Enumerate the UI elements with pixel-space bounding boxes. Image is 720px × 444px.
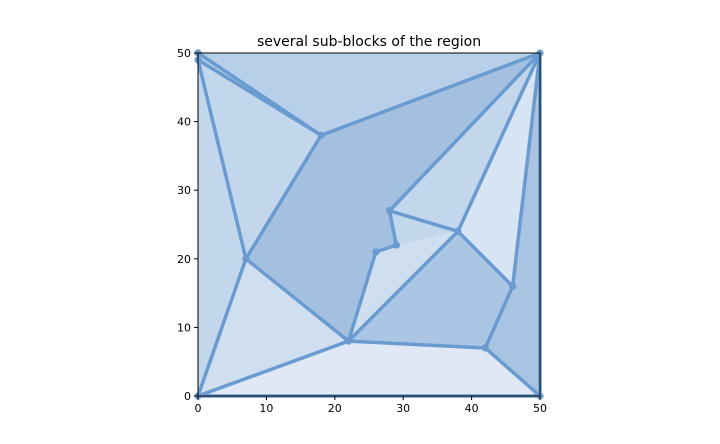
x-tick-label: 30 xyxy=(396,402,410,415)
block-edge xyxy=(196,257,248,398)
y-tick-label: 0 xyxy=(184,390,191,403)
block-vertex xyxy=(454,227,462,235)
y-tick-label: 50 xyxy=(177,47,191,60)
y-tick-label: 30 xyxy=(177,184,191,197)
block-vertex xyxy=(385,207,394,215)
block-edge xyxy=(196,58,323,138)
y-tick-label: 40 xyxy=(177,116,191,129)
x-tick-label: 0 xyxy=(195,402,202,415)
block-edge xyxy=(483,346,542,398)
x-tick-label: 40 xyxy=(465,402,479,415)
block-vertex xyxy=(344,337,353,345)
block-edge xyxy=(196,339,351,398)
block-vertex xyxy=(242,255,250,263)
block-vertex xyxy=(509,282,517,290)
block-edge xyxy=(387,209,399,247)
block-vertex xyxy=(317,131,325,139)
x-tick-label: 50 xyxy=(533,402,547,415)
block-edge xyxy=(196,58,248,261)
block-edge xyxy=(244,133,323,261)
block-edge xyxy=(346,229,460,343)
plot-frame xyxy=(197,52,541,397)
block-vertex xyxy=(372,248,380,256)
block-edge xyxy=(244,257,351,343)
block-edge xyxy=(510,51,542,288)
y-tick-label: 10 xyxy=(177,321,191,334)
x-tick-label: 20 xyxy=(328,402,342,415)
y-axis: 0 10 20 30 40 50 xyxy=(177,47,198,403)
block-edge xyxy=(346,339,488,350)
block-vertex xyxy=(392,241,400,249)
block-edge xyxy=(483,284,515,350)
x-axis: 0 10 20 30 40 50 xyxy=(195,396,547,415)
block-edge xyxy=(374,243,399,254)
block-edge xyxy=(456,51,542,234)
x-tick-label: 10 xyxy=(259,402,273,415)
block-edge xyxy=(387,51,542,213)
block-edge xyxy=(387,209,460,234)
chart-title: several sub-blocks of the region xyxy=(257,34,481,50)
block-edge xyxy=(319,51,542,138)
block-edge xyxy=(346,250,378,343)
block-edge xyxy=(456,229,515,288)
block-vertex xyxy=(481,344,489,352)
y-tick-label: 20 xyxy=(177,253,191,266)
